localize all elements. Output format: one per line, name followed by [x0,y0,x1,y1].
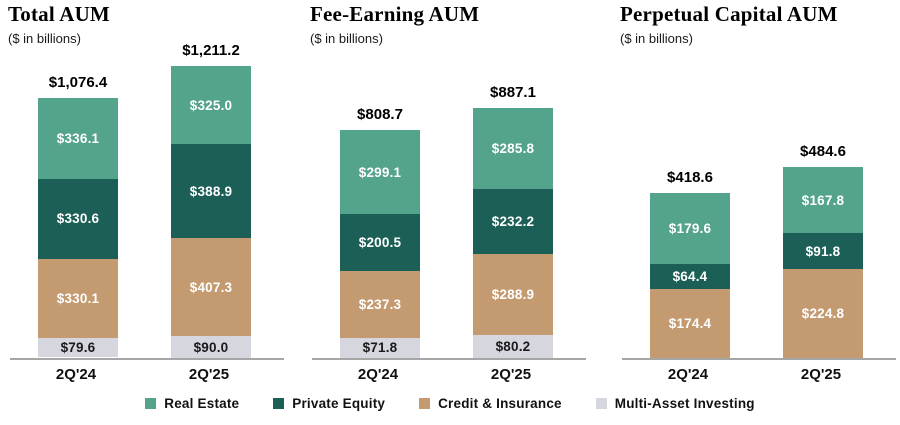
segment-value-label: $71.8 [362,340,398,356]
legend-label: Credit & Insurance [438,396,562,411]
stacked-bar-2q-25: $167.8 $91.8 $224.8 [783,167,863,358]
bar-total-label: $1,076.4 [48,74,108,91]
chart-title: Fee-Earning AUM [310,2,480,26]
segment-value-label: $288.9 [491,287,535,303]
segment-value-label: $224.8 [801,306,845,322]
chart-subtitle: ($ in billions) [620,31,693,46]
bar-segment-private-equity: $330.6 [38,179,118,259]
legend-swatch-icon [273,398,285,409]
bar-segment-real-estate: $179.6 [650,193,730,264]
segment-value-label: $174.4 [668,316,712,332]
plot-area: $336.1 $330.6 $330.1 $79.6 $1,076.4 $325.0 $38… [10,0,284,360]
segment-value-label: $200.5 [358,235,402,251]
segment-value-label: $325.0 [189,97,233,113]
bar-total-label: $418.6 [667,169,713,186]
x-axis-tick-label: 2Q'25 [490,366,532,383]
bar-total-label: $484.6 [800,143,846,160]
legend-item-credit-insurance: Credit & Insurance [419,396,562,411]
bar-segment-real-estate: $167.8 [783,167,863,234]
stacked-bar-2q-24: $179.6 $64.4 $174.4 [650,193,730,358]
segment-value-label: $336.1 [56,131,100,146]
legend-label: Multi-Asset Investing [614,396,755,411]
x-axis-tick-label: 2Q'24 [55,366,97,383]
bar-segment-multi-asset-investing: $79.6 [38,338,118,358]
chart-subtitle: ($ in billions) [310,31,383,46]
segment-value-label: $91.8 [805,243,841,259]
segment-value-label: $179.6 [668,220,712,236]
bar-segment-private-equity: $388.9 [171,144,251,239]
legend-swatch-icon [595,398,607,409]
chart-title: Perpetual Capital AUM [620,2,838,26]
bar-total-label: $808.7 [357,106,403,123]
stacked-bar-2q-24: $336.1 $330.6 $330.1 $79.6 [38,98,118,358]
chart-perpetual-capital-aum: Perpetual Capital AUM ($ in billions) $1… [620,0,900,392]
bar-segment-real-estate: $299.1 [340,130,420,215]
legend-swatch-icon [419,398,431,409]
stacked-bar-2q-25: $325.0 $388.9 $407.3 $90.0 [171,66,251,358]
segment-value-label: $330.1 [56,290,100,306]
bar-segment-credit-insurance: $330.1 [38,258,118,339]
bar-segment-credit-insurance: $237.3 [340,270,420,338]
x-axis-tick-label: 2Q'24 [357,366,399,383]
chart-total-aum: Total AUM ($ in billions) $336.1 $330.6 $3… [8,0,290,392]
bar-total-label: $1,211.2 [182,42,240,59]
segment-value-label: $388.9 [189,183,233,199]
legend-label: Private Equity [292,396,386,411]
stacked-bar-2q-24: $299.1 $200.5 $237.3 $71.8 [340,130,420,358]
bar-segment-credit-insurance: $288.9 [473,253,553,336]
plot-area: $179.6 $64.4 $174.4 $418.6 $167.8 $91.8 $224.8… [622,0,896,360]
bar-segment-credit-insurance: $174.4 [650,289,730,358]
segment-value-label: $232.2 [491,213,535,229]
segment-value-label: $90.0 [193,339,229,355]
legend-item-multi-asset-investing: Multi-Asset Investing [595,396,755,411]
bar-segment-private-equity: $232.2 [473,188,553,254]
chart-subtitle: ($ in billions) [8,31,81,46]
charts-row: Total AUM ($ in billions) $336.1 $330.6 $3… [8,0,900,392]
bar-segment-private-equity: $91.8 [783,233,863,270]
legend-item-private-equity: Private Equity [273,396,385,411]
legend-item-real-estate: Real Estate [145,396,239,411]
bar-segment-multi-asset-investing: $80.2 [473,335,553,358]
segment-value-label: $285.8 [491,140,535,156]
bar-segment-multi-asset-investing: $90.0 [171,336,251,358]
segment-value-label: $299.1 [358,164,402,180]
segment-value-label: $407.3 [189,279,233,295]
bar-segment-real-estate: $325.0 [171,66,251,145]
x-axis-tick-label: 2Q'25 [188,366,230,383]
segment-value-label: $330.6 [56,211,100,227]
bar-segment-multi-asset-investing: $71.8 [340,337,420,358]
bar-segment-credit-insurance: $407.3 [171,238,251,337]
segment-value-label: $64.4 [672,268,708,284]
bar-total-label: $887.1 [490,84,536,101]
x-axis-tick-label: 2Q'24 [667,366,709,383]
bar-segment-private-equity: $64.4 [650,263,730,290]
legend-label: Real Estate [164,396,240,411]
bar-segment-private-equity: $200.5 [340,214,420,271]
legend-swatch-icon [145,398,157,409]
chart-title: Total AUM [8,2,110,26]
segment-value-label: $167.8 [801,192,845,208]
stacked-bar-2q-25: $285.8 $232.2 $288.9 $80.2 [473,108,553,358]
x-axis-tick-label: 2Q'25 [800,366,842,383]
bar-segment-real-estate: $336.1 [38,98,118,180]
segment-value-label: $80.2 [495,339,531,355]
segment-value-label: $237.3 [358,296,402,312]
plot-area: $299.1 $200.5 $237.3 $71.8 $808.7 $285.8 $232.… [312,0,586,360]
chart-fee-earning-aum: Fee-Earning AUM ($ in billions) $299.1 $2… [310,0,592,392]
segment-value-label: $79.6 [60,340,96,356]
bar-segment-credit-insurance: $224.8 [783,269,863,358]
legend: Real Estate Private Equity Credit & Insura… [0,396,900,411]
bar-segment-real-estate: $285.8 [473,108,553,189]
